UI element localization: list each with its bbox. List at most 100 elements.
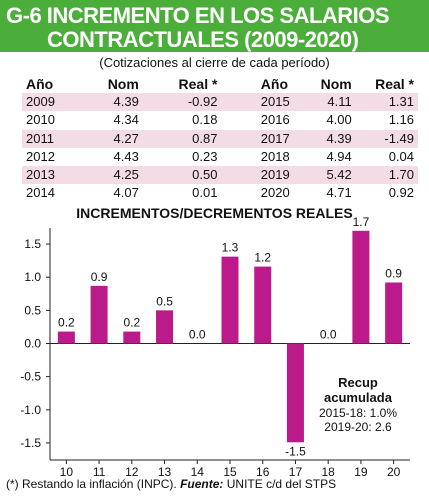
table-cell: 2013 — [22, 166, 80, 185]
bar — [286, 343, 304, 443]
table-cell: 2018 — [260, 148, 290, 164]
data-label: 1.7 — [353, 215, 370, 229]
table-cell: 2020 — [260, 185, 290, 201]
table-row: 2014 4.07 0.01 2020 4.71 0.92 — [22, 184, 418, 202]
table-cell: 4.07 — [113, 185, 139, 201]
table-cell: 2015 — [260, 93, 313, 112]
table-cell: 4.25 — [79, 166, 139, 185]
table-cell: -1.49 — [351, 129, 418, 148]
table-cell: 4.43 — [113, 148, 139, 164]
salary-table: Año Nom Real * Año Nom Real * 2009 4.39 … — [22, 75, 418, 202]
title-banner: G-6 INCREMENTO EN LOS SALARIOS CONTRACTU… — [0, 0, 429, 52]
col-header-year-1: Año — [26, 76, 54, 92]
table-cell: 4.11 — [312, 93, 352, 112]
x-tick-label: 13 — [158, 465, 172, 479]
data-label: 0.9 — [91, 270, 108, 284]
table-cell: 0.92 — [388, 185, 414, 201]
table-cell: 2014 — [26, 185, 55, 201]
chart-title-line1: G-6 INCREMENTO EN LOS SALARIOS — [6, 3, 390, 28]
table-cell: 0.23 — [192, 148, 218, 164]
table-cell: 5.42 — [312, 166, 352, 185]
table-cell: 4.27 — [79, 129, 139, 148]
x-tick-label: 18 — [322, 465, 336, 479]
table-cell: 2011 — [22, 129, 80, 148]
x-tick-label: 11 — [93, 465, 106, 479]
data-label: 1.2 — [254, 251, 271, 265]
table-cell: 4.94 — [326, 148, 352, 164]
table-cell: 2016 — [260, 112, 290, 128]
x-tick-label: 17 — [289, 465, 303, 479]
x-tick-label: 10 — [60, 465, 74, 479]
table-cell: 2019 — [260, 166, 313, 185]
data-label: 0.2 — [58, 316, 75, 330]
bar — [90, 285, 108, 344]
table-row: 2011 4.27 0.87 2017 4.39 -1.49 — [22, 129, 418, 148]
table-cell: 1.70 — [351, 166, 418, 185]
data-label: 0.0 — [320, 328, 337, 342]
col-header-nom-1: Nom — [107, 76, 139, 92]
col-header-nom-2: Nom — [320, 76, 352, 92]
table-cell: 0.87 — [138, 129, 220, 148]
bar — [57, 331, 75, 344]
table-header-row: Año Nom Real * Año Nom Real * — [22, 75, 418, 93]
table-cell: 2012 — [26, 148, 55, 164]
data-label: 0.5 — [156, 294, 173, 308]
table-cell: 4.39 — [79, 93, 139, 112]
data-label: 1.3 — [222, 241, 239, 255]
bar — [156, 310, 174, 344]
col-header-year-2: Año — [260, 76, 289, 92]
x-tick-label: 16 — [256, 465, 270, 479]
y-tick-label: 1.5 — [24, 237, 41, 251]
bar — [352, 230, 370, 344]
table-row: 2012 4.43 0.23 2018 4.94 0.04 — [22, 148, 418, 166]
annotation-line-3: 2015-18: 1.0% — [319, 406, 397, 420]
table-cell: 4.39 — [312, 129, 352, 148]
bar — [254, 266, 272, 344]
bar — [123, 331, 141, 344]
table-cell: 0.18 — [192, 112, 218, 128]
table-row: 2013 4.25 0.50 2019 5.42 1.70 — [22, 166, 418, 185]
y-tick-label: -1.0 — [20, 403, 41, 417]
table-cell: 0.50 — [138, 166, 220, 185]
y-tick-label: -1.5 — [20, 436, 41, 450]
y-tick-label: 0.5 — [24, 303, 41, 317]
table-cell: 0.01 — [192, 185, 218, 201]
bar-chart-title: INCREMENTOS/DECREMENTOS REALES — [76, 205, 353, 221]
footnote: (*) Restando la inflación (INPC). — [6, 477, 177, 491]
table-row: 2009 4.39 -0.92 2015 4.11 1.31 — [22, 93, 418, 112]
y-tick-label: 0.0 — [24, 337, 41, 351]
x-tick-label: 19 — [354, 465, 368, 479]
col-header-real-2: Real * — [375, 76, 414, 92]
data-label: -1.5 — [285, 444, 306, 458]
bar — [221, 256, 239, 344]
data-label: 0.0 — [189, 328, 206, 342]
x-tick-label: 14 — [191, 465, 205, 479]
col-header-real-1: Real * — [178, 76, 218, 92]
table-cell: 1.16 — [388, 112, 414, 128]
table-cell: 4.34 — [113, 112, 139, 128]
bar — [385, 282, 403, 344]
source-text: UNITE c/d del STPS — [223, 477, 337, 491]
table-cell: 1.31 — [351, 93, 418, 112]
footer: (*) Restando la inflación (INPC). Fuente… — [6, 477, 336, 491]
table-cell: 4.00 — [326, 112, 352, 128]
table-cell: 2009 — [22, 93, 80, 112]
subtitle: (Cotizaciones al cierre de cada período) — [99, 55, 330, 70]
x-tick-label: 12 — [125, 465, 139, 479]
table-cell: 0.04 — [388, 148, 414, 164]
y-tick-label: -0.5 — [20, 370, 41, 384]
chart-title-line2: CONTRACTUALES (2009-2020) — [47, 27, 359, 52]
table-cell: 2017 — [260, 129, 313, 148]
table-cell: -0.92 — [138, 93, 220, 112]
x-tick-label: 20 — [387, 465, 401, 479]
table-cell: 4.71 — [326, 185, 352, 201]
annotation-line-4: 2019-20: 2.6 — [324, 420, 392, 434]
y-tick-label: 1.0 — [24, 270, 41, 284]
data-label: 0.2 — [123, 316, 140, 330]
source-label: Fuente: — [180, 477, 224, 491]
data-label: 0.9 — [385, 267, 402, 281]
x-tick-label: 15 — [223, 465, 237, 479]
table-row: 2010 4.34 0.18 2016 4.00 1.16 — [22, 111, 418, 129]
annotation-line-1: Recup — [338, 375, 378, 390]
